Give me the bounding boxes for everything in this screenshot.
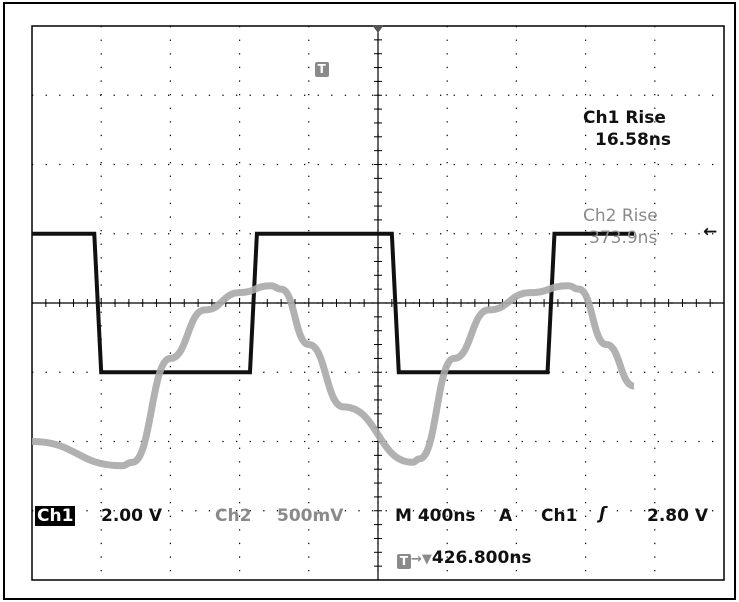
trigger-position-icon: T [314, 62, 329, 77]
ch2-rise-label: Ch2 Rise [583, 206, 658, 226]
trigger-source: Ch1 [541, 506, 578, 526]
trigger-level: 2.80 V [647, 506, 709, 526]
ch2-rise-value: 373.9ns [589, 228, 658, 248]
trigger-mode: A [499, 506, 513, 526]
ch1-waveform [32, 231, 635, 375]
ch1-rise-value: 16.58ns [595, 130, 671, 150]
trigger-offset-value: 426.800ns [431, 548, 532, 568]
timebase-setting: M 400ns [395, 506, 476, 526]
ch2-waveform [31, 282, 636, 470]
rising-edge-icon: ʃ [599, 504, 607, 524]
ch1-scale: 2.00 V [101, 506, 163, 526]
oscilloscope-screen: T Ch1 Rise 16.58ns Ch2 Rise 373.9ns ← Ch… [3, 2, 736, 600]
arrow-right-icon: →▼ [411, 552, 432, 567]
trigger-offset-readout: T →▼426.800ns [397, 548, 532, 570]
trigger-marker-icon: T [397, 554, 411, 569]
ch2-scale: 500mV [277, 506, 344, 526]
ch2-indicator: Ch2 [215, 506, 252, 526]
waveform-display [31, 25, 725, 581]
ch1-indicator: Ch1 [35, 506, 76, 526]
ch1-rise-label: Ch1 Rise [583, 108, 666, 128]
ch2-level-arrow-icon: ← [703, 222, 718, 242]
trigger-time-marker [372, 25, 384, 33]
